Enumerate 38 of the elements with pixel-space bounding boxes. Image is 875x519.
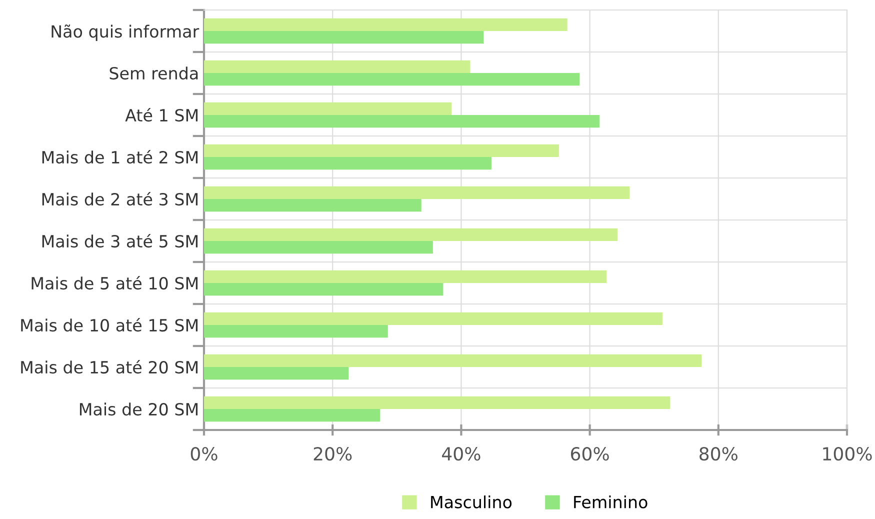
y-tick-label: Mais de 3 até 5 SM: [42, 234, 198, 248]
y-tick-label: Mais de 15 até 20 SM: [21, 360, 198, 374]
bar: [204, 312, 662, 325]
bar: [204, 283, 444, 296]
y-tick-label: Sem renda: [110, 66, 198, 80]
x-tick-label: 80%: [700, 446, 738, 461]
legend-label: Feminino: [574, 495, 648, 508]
bar: [204, 367, 349, 380]
bar: [204, 60, 470, 73]
bar: [204, 31, 484, 44]
bar: [204, 270, 607, 283]
bar: [204, 157, 492, 170]
y-tick-label: Não quis informar: [52, 24, 200, 41]
x-tick-label: 60%: [570, 446, 609, 461]
bar: [204, 18, 568, 31]
y-tick-label: Mais de 5 até 10 SM: [32, 276, 198, 290]
legend-label: Masculino: [431, 495, 512, 508]
bar: [204, 199, 422, 212]
x-tick-label: 0%: [190, 446, 218, 461]
y-tick-label: Mais de 1 até 2 SM: [42, 150, 198, 164]
bar: [204, 396, 670, 409]
bar: [204, 325, 388, 338]
bar: [204, 144, 559, 157]
bar: [204, 409, 380, 422]
y-tick-label: Mais de 10 até 15 SM: [21, 318, 198, 332]
bar: [204, 115, 600, 128]
bar: [204, 186, 630, 199]
bar: [204, 73, 580, 86]
bar: [204, 228, 618, 241]
y-tick-label: Mais de 2 até 3 SM: [42, 192, 198, 206]
bar: [204, 241, 433, 254]
x-tick-label: 100%: [823, 446, 872, 461]
y-tick-label: Mais de 20 SM: [80, 402, 198, 416]
y-tick-label: Até 1 SM: [125, 108, 198, 122]
bar: [204, 354, 702, 367]
bar: [204, 102, 452, 115]
x-tick-label: 40%: [442, 446, 480, 461]
x-tick-label: 20%: [314, 446, 352, 461]
